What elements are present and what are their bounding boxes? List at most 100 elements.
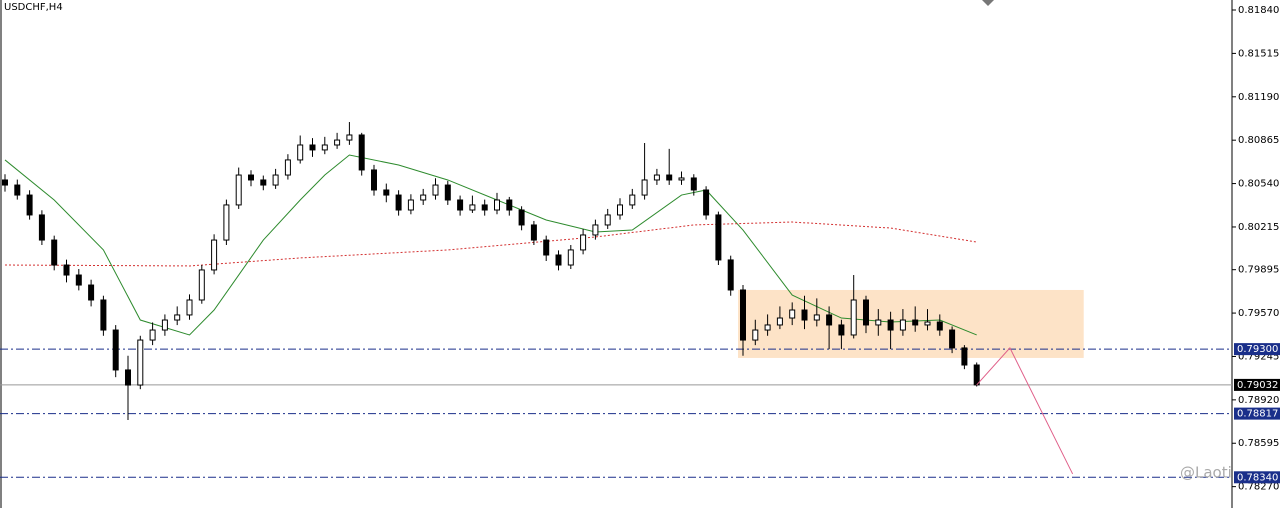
y-tick-label: 0.80540 [1238,179,1279,190]
chart-title: USDCHF,H4 [4,2,63,13]
candle-body [813,314,820,321]
candle-body [457,199,464,211]
candle-body [641,179,648,196]
candle-body [100,299,107,331]
level-label-bg [1234,378,1280,391]
candle-body [432,184,439,196]
level-label-bg [1234,471,1280,484]
candle-body [407,199,414,211]
candle-body [604,214,611,226]
candle-body [38,214,45,241]
candle-body [371,169,377,191]
candle-body [469,204,476,211]
candle-body [235,174,242,206]
candle-body [149,329,156,341]
candle-body [26,194,33,216]
y-tick-label: 0.80215 [1238,222,1279,233]
candle-body [334,139,341,146]
candle-body [137,339,144,386]
candle-body [801,309,808,321]
projection-arrow [976,347,1074,475]
candle-body [592,224,599,236]
moving-average [4,221,977,267]
candle-body [383,189,390,196]
candle-body [346,134,353,141]
candle-body [949,329,956,349]
candle-body [506,199,513,211]
candle-body [112,329,119,371]
candle-body [51,239,58,266]
level-label: 0.78817 [1237,409,1278,420]
candle-body [863,299,869,326]
candle-body [198,269,205,301]
candle-body [14,184,21,196]
candle-body [887,319,894,331]
candle-body [272,174,279,186]
candle-body [653,174,660,181]
candle-body [629,194,636,206]
zone [738,289,1084,358]
candle-body [284,159,291,176]
candle-body [580,234,587,251]
level-label: 0.79300 [1237,344,1278,355]
candle-body [444,184,451,201]
candle-body [2,179,8,186]
watermark: @Laoti [1180,464,1232,482]
candle-body [75,274,82,286]
y-tick-label: 0.78595 [1238,438,1279,449]
candle-body [690,177,697,191]
candle-body [826,314,833,326]
level-label-bg [1234,407,1280,420]
candle-body [161,319,168,331]
candle-body [358,134,365,171]
candle-body [850,299,857,336]
candle-body [936,321,943,331]
candle-body [764,324,771,331]
candle-body [321,144,328,151]
candle-body [530,224,537,241]
candle-body [248,174,254,181]
y-tick-label: 0.81190 [1238,92,1279,103]
candle-body [223,204,230,241]
candle-body [309,144,316,151]
y-tick-label: 0.78920 [1238,395,1279,406]
candle-body [752,329,759,341]
candle-body [912,319,919,326]
level-label-bg [1234,343,1280,356]
candle-body [973,364,980,386]
candle-body [186,299,193,316]
candle-body [961,347,968,366]
level-label: 0.79032 [1237,380,1278,391]
y-tick-label: 0.81515 [1238,48,1279,59]
y-tick-label: 0.81840 [1238,5,1279,16]
candle-body [899,319,906,331]
candle-body [567,249,574,266]
candle-body [125,369,131,386]
candle-body [174,314,181,321]
candle-body [395,194,402,211]
candle-body [481,204,488,211]
moving-average [4,154,977,336]
candle-body [875,319,882,326]
y-tick-label: 0.79245 [1238,351,1279,362]
y-tick-label: 0.79895 [1238,265,1279,276]
candle-body [211,239,218,271]
candle-body [703,189,710,216]
candle-body [678,177,685,181]
candle-body [838,324,845,336]
candle-body [666,174,673,181]
candle-body [297,144,304,161]
candle-body [518,209,525,226]
candle-body [555,254,562,266]
y-tick-label: 0.79570 [1238,308,1279,319]
candle-body [63,264,70,276]
candle-body [727,259,734,291]
candle-body [494,199,500,211]
candle-body [543,239,550,256]
candle-body [924,321,931,326]
candle-body [420,194,427,201]
candle-body [617,204,623,216]
candle-body [260,179,267,186]
